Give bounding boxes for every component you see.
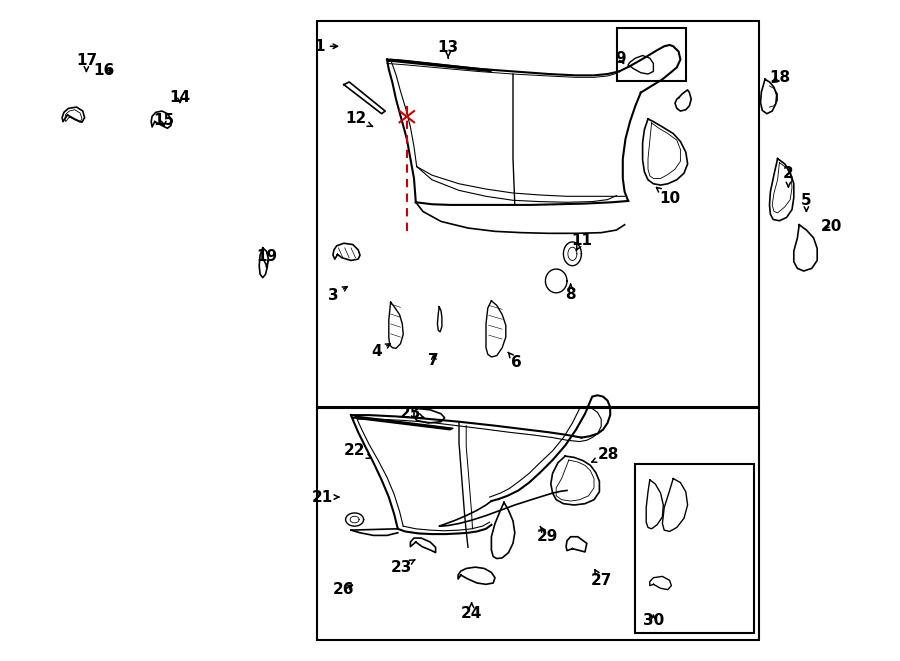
Bar	[635, 464, 754, 633]
Text: 17: 17	[76, 54, 97, 71]
Text: 18: 18	[769, 71, 790, 85]
Text: 21: 21	[311, 490, 339, 504]
Text: 10: 10	[656, 188, 680, 206]
Text: 27: 27	[590, 570, 612, 588]
Text: 24: 24	[461, 603, 482, 621]
Text: 3: 3	[328, 287, 347, 303]
Text: 6: 6	[508, 352, 522, 369]
Text: 4: 4	[371, 344, 391, 359]
Text: 20: 20	[821, 219, 842, 233]
Bar	[617, 28, 686, 81]
Text: 8: 8	[565, 284, 576, 302]
Text: 23: 23	[391, 560, 415, 574]
Text: 26: 26	[333, 582, 355, 597]
Text: 2: 2	[783, 166, 794, 187]
Text: 9: 9	[616, 51, 626, 65]
Text: 30: 30	[643, 613, 664, 627]
Text: 14: 14	[169, 90, 191, 104]
Text: 25: 25	[400, 406, 424, 420]
Text: 11: 11	[571, 233, 592, 251]
Bar	[317, 21, 759, 407]
Text: 28: 28	[592, 447, 619, 462]
Text: 12: 12	[346, 112, 373, 126]
Text: 1: 1	[314, 39, 338, 54]
Text: 5: 5	[801, 193, 812, 212]
Text: 19: 19	[256, 249, 277, 267]
Text: 13: 13	[437, 40, 459, 58]
Text: 16: 16	[94, 63, 115, 78]
Bar	[317, 408, 759, 640]
Text: 7: 7	[428, 353, 439, 368]
Text: 29: 29	[536, 526, 558, 544]
Text: 22: 22	[344, 444, 372, 458]
Text: 15: 15	[153, 113, 175, 128]
